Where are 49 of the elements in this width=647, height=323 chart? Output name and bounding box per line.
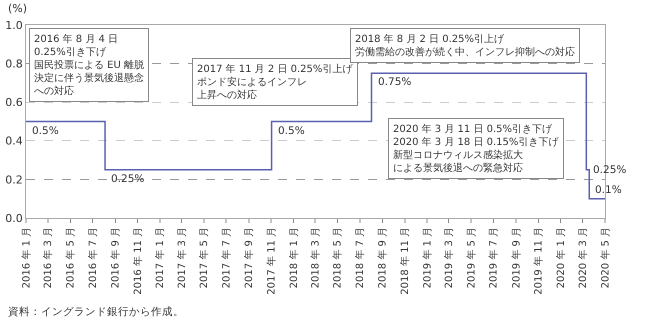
x-tick-label: 2018 年 1 月 bbox=[288, 227, 300, 288]
y-tick-label: 0.8 bbox=[5, 57, 23, 70]
x-tick-label: 2019 年 11 月 bbox=[532, 227, 545, 295]
data-label: 0.25% bbox=[593, 164, 626, 176]
annotation: 2017 年 11 月 2 日 0.25%引上げ bbox=[197, 63, 354, 75]
x-tick-label: 2019 年 5 月 bbox=[465, 227, 478, 288]
x-tick-label: 2017 年 9 月 bbox=[243, 227, 256, 288]
y-tick-label: 0.0 bbox=[5, 212, 23, 225]
annotation: 2018 年 8 月 2 日 0.25%引上げ bbox=[355, 33, 506, 45]
annotation: 2020 年 3 月 11 日 0.5%引き下げ 2020 年 3 月 18 日 0.15%引き下げ bbox=[393, 123, 560, 148]
y-tick-label: 0.2 bbox=[5, 173, 23, 186]
x-tick-label: 2017 年 11 月 bbox=[265, 227, 278, 295]
x-tick-label: 2016 年 3 月 bbox=[42, 227, 54, 288]
x-tick-label: 2016 年 11 月 bbox=[132, 227, 144, 295]
x-tick-label: 2020 年 3 月 bbox=[576, 227, 589, 288]
x-tick-label: 2016 年 9 月 bbox=[110, 227, 122, 288]
data-label: 0.25% bbox=[111, 173, 144, 185]
data-label: 0.5% bbox=[32, 125, 59, 137]
annotation: 労働需給の改善が続く中、インフレ抑制への対応 bbox=[355, 46, 575, 58]
x-tick-label: 2020 年 1 月 bbox=[554, 227, 567, 288]
x-tick-label: 2018 年 5 月 bbox=[332, 227, 344, 288]
x-tick-label: 2018 年 9 月 bbox=[376, 227, 389, 288]
annotation: ポンド安によるインフレ上昇への対応 bbox=[197, 76, 307, 101]
y-axis-title: (%) bbox=[8, 2, 28, 15]
x-tick-label: 2019 年 7 月 bbox=[488, 227, 500, 288]
x-tick-label: 2018 年 11 月 bbox=[399, 227, 412, 295]
annotation: 2016 年 8 月 4 日 0.25%引き下げ bbox=[34, 33, 118, 58]
x-tick-label: 2020 年 5 月 bbox=[599, 227, 612, 288]
x-tick-label: 2016 年 5 月 bbox=[64, 227, 77, 288]
x-tick-label: 2019 年 1 月 bbox=[421, 227, 434, 288]
annotation: 国民投票による EU 離脱決定に伴う景気後退懸念への対応 bbox=[34, 59, 144, 97]
data-label: 0.1% bbox=[595, 184, 622, 196]
y-tick-label: 0.4 bbox=[5, 134, 23, 148]
x-tick-label: 2018 年 7 月 bbox=[354, 227, 366, 288]
x-tick-label: 2018 年 3 月 bbox=[309, 227, 322, 288]
x-tick-label: 2019 年 3 月 bbox=[442, 227, 455, 288]
x-tick-label: 2019 年 9 月 bbox=[510, 227, 522, 288]
y-tick-label: 0.6 bbox=[5, 96, 23, 110]
text: 資料：イングランド銀行から作成。 bbox=[8, 305, 184, 318]
x-tick-label: 2016 年 7 月 bbox=[86, 227, 99, 288]
data-label: 0.5% bbox=[278, 125, 305, 137]
x-tick-label: 2017 年 3 月 bbox=[176, 227, 188, 288]
x-tick-label: 2017 年 5 月 bbox=[198, 227, 210, 288]
annotation: 新型コロナウィルス感染拡大による景気後退への緊急対応 bbox=[393, 149, 523, 174]
x-tick-label: 2016 年 1 月 bbox=[20, 227, 32, 288]
x-tick-label: 2017 年 7 月 bbox=[220, 227, 232, 288]
y-tick-label: 1.0 bbox=[5, 18, 23, 32]
data-label: 0.75% bbox=[378, 76, 412, 88]
x-tick-label: 2017 年 1 月 bbox=[154, 227, 166, 288]
